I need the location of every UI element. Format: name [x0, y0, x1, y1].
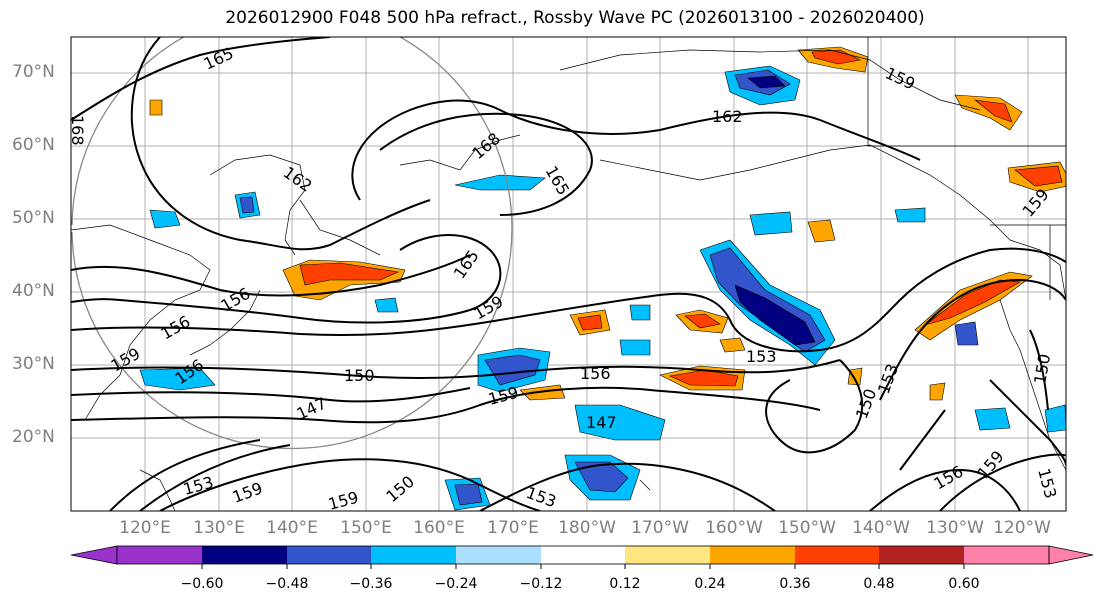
coastlines: [71, 37, 1066, 511]
colorbar-swatch: [117, 546, 202, 564]
colorbar-swatch: [456, 546, 541, 564]
lat-label-60n: 60°N: [12, 135, 55, 155]
lon-label: 140°W: [852, 518, 910, 538]
colorbar-tick-label: 0.24: [694, 576, 726, 592]
colorbar-swatch: [710, 546, 795, 564]
lat-label-30n: 30°N: [12, 354, 55, 374]
anomaly-patch: [574, 404, 666, 441]
anomaly-patch: [929, 382, 946, 401]
anomaly-patch: [973, 99, 1013, 123]
plot-area: [71, 37, 1066, 511]
anomaly-patch: [807, 219, 836, 243]
lat-label-50n: 50°N: [12, 208, 55, 228]
anomaly-patch: [1014, 165, 1063, 187]
lon-label: 160°E: [413, 518, 465, 538]
colorbar-swatch: [371, 546, 456, 564]
contour-label: 153: [746, 347, 777, 366]
anomaly-patch: [747, 75, 786, 89]
colorbar-tick-label: 0.36: [779, 576, 811, 592]
colorbar-swatch: [879, 546, 964, 564]
lon-label: 130°E: [193, 518, 245, 538]
colorbar-tick-label: 0.48: [863, 576, 895, 592]
anomaly-patch: [811, 49, 861, 65]
colorbar-swatch: [964, 546, 1049, 564]
anomaly-patch: [574, 461, 629, 493]
lon-label: 150°W: [778, 518, 836, 538]
colorbar-tick-label: −0.24: [434, 576, 478, 592]
anomaly-patch: [454, 483, 483, 506]
lat-label-70n: 70°N: [12, 62, 55, 82]
anomaly-patch: [749, 211, 793, 236]
colorbar-over-arrow: [1048, 545, 1094, 565]
lon-label: 170°E: [487, 518, 539, 538]
height-contours: [71, 37, 1066, 511]
contour-label: 147: [586, 413, 617, 432]
colorbar-swatch: [202, 546, 287, 564]
anomaly-patch: [719, 337, 746, 353]
anomaly-patch: [668, 369, 739, 387]
anomaly-patch: [894, 207, 926, 223]
colorbar-tick-label: −0.60: [180, 576, 224, 592]
anomaly-patch: [974, 407, 1011, 431]
anomaly-patch: [149, 209, 181, 229]
lon-label: 120°E: [119, 518, 171, 538]
map-title: 2026012900 F048 500 hPa refract., Rossby…: [225, 8, 925, 28]
anomaly-patch: [239, 196, 255, 214]
anomaly-patch: [484, 354, 541, 386]
anomaly-patch: [577, 314, 603, 331]
anomaly-patch: [629, 304, 651, 321]
anomaly-patch: [299, 262, 400, 286]
colorbar-tick-label: −0.36: [349, 576, 393, 592]
contour-label: 150: [344, 366, 375, 385]
contour-label: 159: [326, 488, 360, 514]
contour-label: 162: [712, 107, 743, 126]
anomaly-patch: [619, 339, 651, 356]
lon-label: 130°W: [926, 518, 984, 538]
anomaly-patch: [454, 174, 546, 191]
anomaly-patch: [954, 94, 1023, 131]
lon-label: 150°E: [340, 518, 392, 538]
lat-label-40n: 40°N: [12, 281, 55, 301]
plot-frame: [70, 36, 1067, 512]
colorbar-tick-label: 0.60: [948, 576, 980, 592]
anomaly-patch: [149, 99, 163, 116]
lon-label: 160°W: [705, 518, 763, 538]
anomaly-patch: [924, 279, 1021, 326]
lon-label: 180°W: [558, 518, 616, 538]
anomaly-patch: [374, 297, 399, 313]
colorbar-tick-label: 0.12: [609, 576, 641, 592]
anomaly-patch: [684, 313, 721, 329]
lon-label: 140°E: [266, 518, 318, 538]
colorbar-swatch: [795, 546, 879, 564]
great-circle: [71, 37, 513, 450]
colorbar-under-arrow: [70, 545, 118, 565]
lon-label: 120°W: [993, 518, 1051, 538]
anomaly-patch: [954, 321, 979, 346]
lat-label-20n: 20°N: [12, 427, 55, 447]
colorbar-swatch: [287, 546, 371, 564]
colorbar-swatch: [541, 546, 625, 564]
lon-label: 170°W: [631, 518, 689, 538]
colorbar-tick-label: −0.48: [265, 576, 309, 592]
anomaly-patch: [519, 384, 566, 401]
colorbar-tick-label: −0.12: [519, 576, 563, 592]
contour-label: 168: [68, 115, 87, 146]
anomaly-patch: [1044, 404, 1066, 433]
contour-label: 156: [580, 364, 611, 383]
colorbar: [70, 545, 1094, 569]
contour-label: 150: [1064, 450, 1092, 485]
colorbar-swatch: [625, 546, 710, 564]
anomaly-patch: [734, 284, 816, 346]
